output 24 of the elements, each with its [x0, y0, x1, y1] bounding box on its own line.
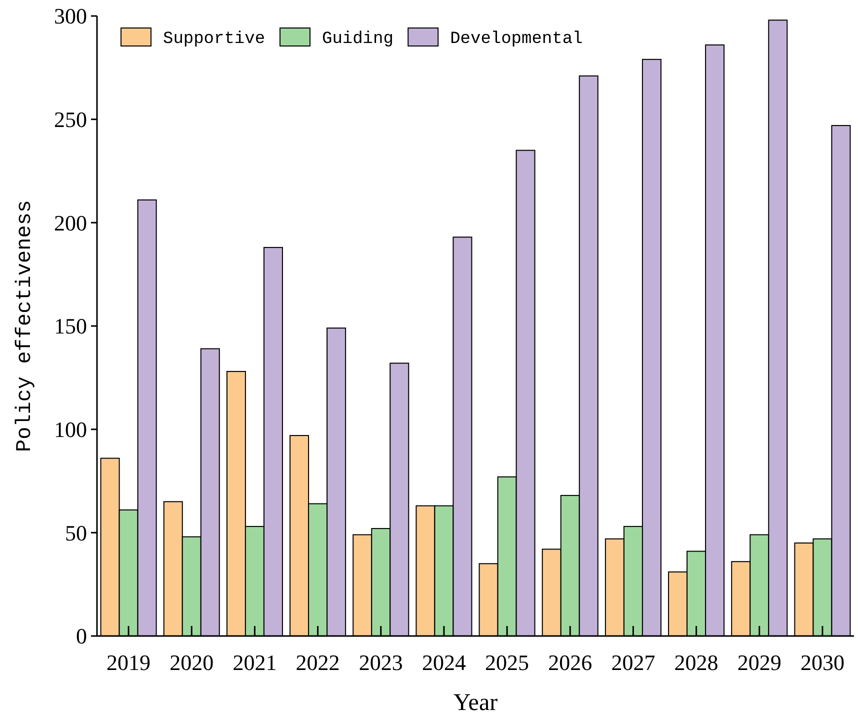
x-tick-label: 2020 — [170, 650, 214, 675]
x-tick-label: 2025 — [485, 650, 530, 675]
legend-label: Supportive — [163, 30, 266, 49]
x-tick-label: 2021 — [232, 650, 277, 675]
legend-label: Guiding — [322, 30, 394, 49]
y-tick-label: 0 — [76, 624, 87, 649]
x-tick-label: 2022 — [296, 650, 340, 675]
y-tick-label: 150 — [54, 314, 87, 339]
y-tick-label: 300 — [54, 4, 87, 29]
x-axis-title: Year — [453, 690, 498, 716]
x-tick-label: 2026 — [548, 650, 592, 675]
y-axis-title: Policy effectiveness — [14, 200, 37, 452]
y-tick-label: 200 — [54, 210, 87, 236]
x-tick-label: 2028 — [674, 650, 718, 675]
x-tick-label: 2030 — [800, 650, 844, 675]
x-tick-label: 2023 — [358, 650, 403, 675]
x-tick-label: 2027 — [611, 650, 656, 675]
x-tick-label: 2024 — [422, 650, 466, 675]
y-tick-label: 250 — [54, 107, 87, 132]
legend-label: Developmental — [450, 30, 583, 49]
y-tick-label: 100 — [54, 417, 87, 442]
y-tick-label: 50 — [65, 520, 87, 546]
x-tick-label: 2029 — [737, 650, 782, 675]
x-tick-label: 2019 — [106, 650, 151, 675]
